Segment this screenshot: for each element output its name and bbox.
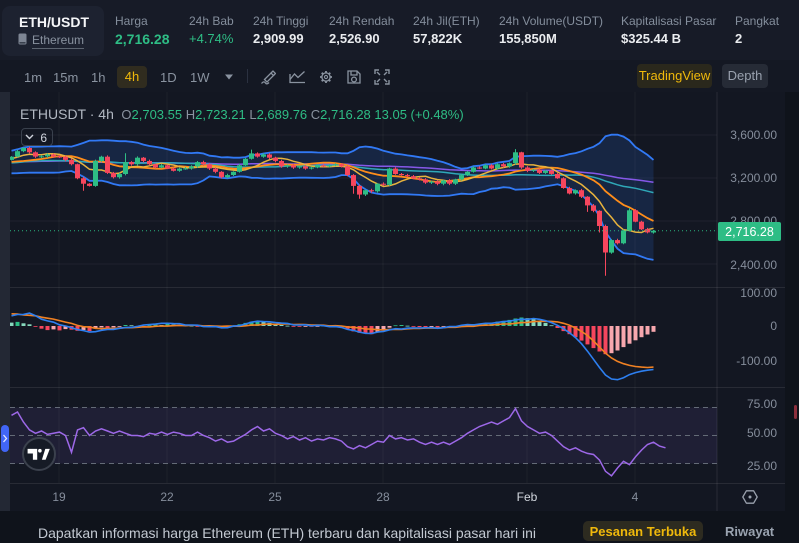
svg-text:2,400.00: 2,400.00 — [730, 258, 777, 272]
svg-text:3,200.00: 3,200.00 — [730, 171, 777, 185]
svg-text:25.00: 25.00 — [747, 459, 777, 473]
svg-text:22: 22 — [160, 490, 174, 504]
svg-text:19: 19 — [52, 490, 66, 504]
svg-text:0: 0 — [770, 319, 777, 333]
svg-text:Feb: Feb — [517, 490, 538, 504]
svg-text:50.00: 50.00 — [747, 426, 777, 440]
svg-text:-100.00: -100.00 — [736, 354, 777, 368]
svg-text:25: 25 — [268, 490, 282, 504]
svg-text:2,716.28: 2,716.28 — [725, 225, 774, 239]
svg-text:75.00: 75.00 — [747, 397, 777, 411]
svg-text:3,600.00: 3,600.00 — [730, 128, 777, 142]
svg-text:100.00: 100.00 — [740, 286, 777, 300]
svg-text:4: 4 — [632, 490, 639, 504]
svg-text:28: 28 — [376, 490, 390, 504]
